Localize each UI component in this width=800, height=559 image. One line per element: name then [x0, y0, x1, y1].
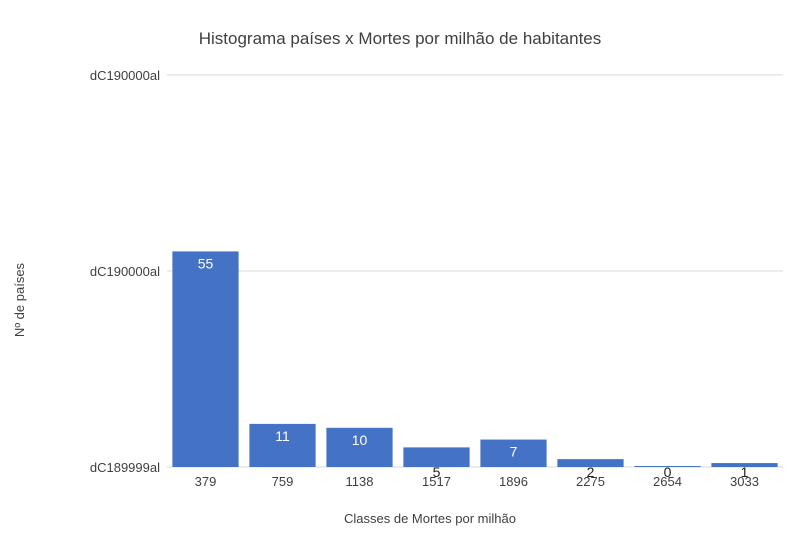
y-tick-label: dC190000al: [90, 68, 160, 83]
data-label: 5: [433, 464, 441, 480]
x-tick-label: 1517: [422, 474, 451, 489]
y-tick-label: dC189999al: [90, 460, 160, 475]
x-tick-label: 2275: [576, 474, 605, 489]
data-label: 0: [664, 464, 672, 480]
x-tick-label: 3033: [730, 474, 759, 489]
x-tick-labels: 379 759 1138 1517 1896 2275 2654 3033: [195, 474, 759, 489]
x-axis-label: Classes de Mortes por milhão: [344, 511, 516, 526]
chart-title: Histograma países x Mortes por milhão de…: [199, 29, 602, 48]
x-tick-label: 379: [195, 474, 217, 489]
y-axis-label: Nº de países: [12, 262, 27, 337]
bar: [403, 447, 470, 467]
bar: [557, 459, 624, 467]
bar: [634, 466, 701, 467]
data-label: 1: [741, 464, 749, 480]
gridlines: [167, 74, 783, 468]
x-tick-label: 759: [272, 474, 294, 489]
bar: [711, 463, 778, 467]
bars: [172, 251, 778, 467]
bar: [480, 439, 547, 467]
y-tick-label: dC190000al: [90, 264, 160, 279]
data-label: 10: [352, 432, 368, 448]
bar: [249, 423, 316, 467]
data-labels: 55 11 10 5 7 2 0 1: [198, 255, 749, 480]
x-tick-label: 1138: [346, 474, 374, 489]
data-label: 2: [587, 464, 595, 480]
data-label: 11: [275, 428, 290, 444]
data-label: 7: [510, 444, 518, 460]
x-tick-label: 2654: [653, 474, 682, 489]
data-label: 55: [198, 255, 214, 271]
y-tick-labels: dC189999al dC190000al dC190000al: [90, 68, 160, 475]
bar: [172, 251, 239, 467]
bar: [326, 427, 393, 467]
x-tick-label: 1896: [499, 474, 528, 489]
